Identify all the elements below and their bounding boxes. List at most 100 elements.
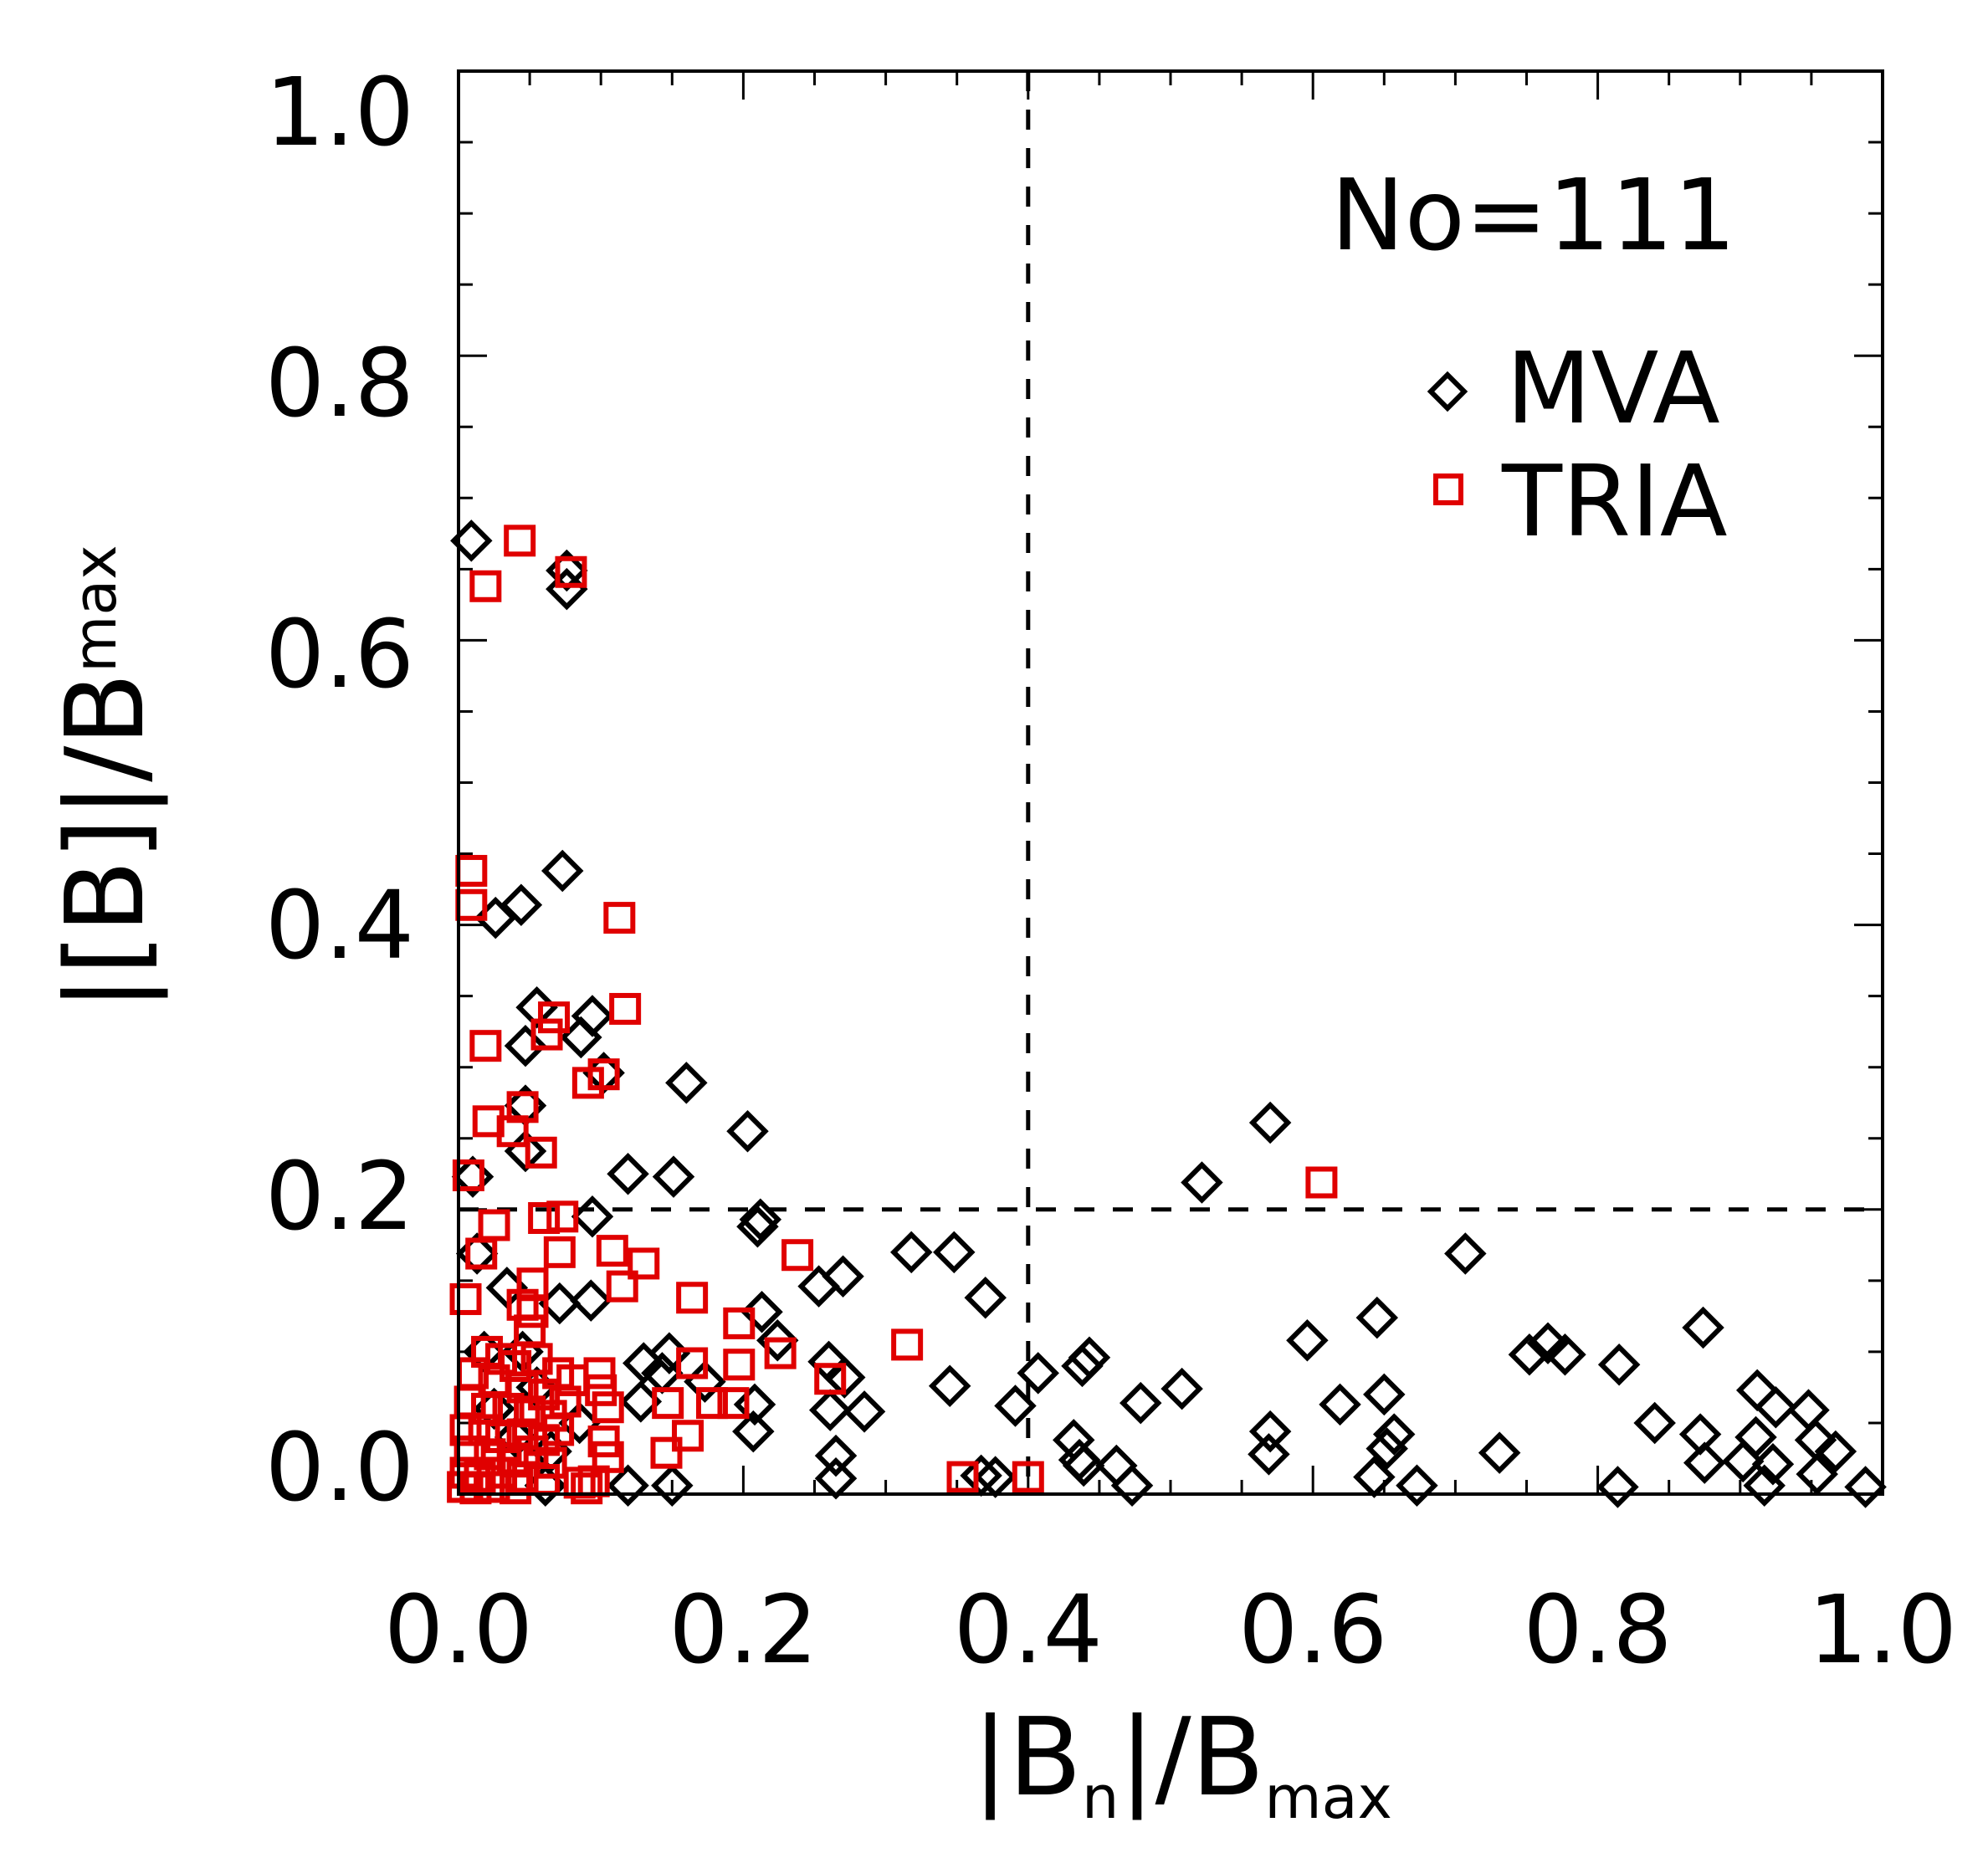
mva-point bbox=[1017, 1352, 1059, 1395]
mva-point bbox=[1814, 1430, 1857, 1473]
mva-point bbox=[1062, 1444, 1105, 1487]
mva-point bbox=[726, 1109, 769, 1153]
mva-point bbox=[733, 1383, 776, 1426]
mva-point bbox=[1181, 1161, 1223, 1204]
tria-point bbox=[500, 1472, 532, 1505]
mva-point bbox=[651, 1464, 694, 1507]
mva-point bbox=[1372, 1413, 1416, 1456]
mva-point bbox=[1248, 1101, 1292, 1144]
legend-entry-mva: MVA bbox=[1427, 330, 1720, 446]
mva-point bbox=[1396, 1464, 1438, 1507]
legend: MVA TRIA bbox=[1427, 330, 1728, 559]
mva-point bbox=[1526, 1322, 1570, 1364]
tria-point bbox=[652, 1387, 684, 1420]
mva-point bbox=[814, 1434, 858, 1477]
tria-point bbox=[781, 1239, 814, 1272]
y-tick-label: 0.4 bbox=[265, 872, 414, 980]
tria-point bbox=[606, 1270, 638, 1303]
y-tick-labels: 0.0 0.2 0.4 0.6 0.8 1.0 bbox=[265, 59, 414, 1523]
tria-point bbox=[1305, 1166, 1338, 1199]
x-tick-label: 0.2 bbox=[669, 1576, 817, 1685]
x-tick-label: 1.0 bbox=[1808, 1576, 1957, 1685]
mva-point bbox=[933, 1231, 976, 1274]
tria-point bbox=[592, 1391, 624, 1424]
tria-point bbox=[530, 1018, 563, 1051]
mva-point bbox=[571, 1195, 614, 1238]
mva-point bbox=[1683, 1441, 1726, 1484]
mva-point bbox=[451, 1155, 494, 1198]
mva-point bbox=[740, 1291, 783, 1333]
tria-point bbox=[469, 570, 502, 602]
y-axis-title: |[B]|/Bmax bbox=[44, 545, 168, 1011]
tria-point bbox=[472, 1105, 505, 1138]
legend-diamond-marker bbox=[1427, 371, 1468, 412]
y-tick-label: 1.0 bbox=[265, 59, 414, 167]
tria-point bbox=[603, 902, 636, 934]
mva-point bbox=[500, 883, 543, 927]
mva-point bbox=[994, 1385, 1037, 1427]
y-tick-label: 0.8 bbox=[265, 330, 414, 438]
x-tick-label: 0.4 bbox=[954, 1576, 1103, 1685]
tria-point bbox=[1012, 1461, 1044, 1493]
mva-point bbox=[541, 849, 584, 893]
y-tick-label: 0.0 bbox=[265, 1414, 414, 1523]
tria-point bbox=[676, 1282, 709, 1314]
count-annotation: No=111 bbox=[1330, 157, 1736, 273]
tria-point bbox=[563, 1466, 596, 1499]
mva-point bbox=[1721, 1440, 1765, 1483]
mva-point bbox=[1544, 1333, 1586, 1376]
mva-point bbox=[504, 1024, 547, 1067]
tria-point bbox=[506, 1091, 539, 1124]
mva-point bbox=[1061, 1344, 1104, 1388]
tria-point bbox=[672, 1420, 705, 1452]
tria-point bbox=[891, 1328, 924, 1361]
tria-point bbox=[452, 1159, 484, 1191]
tria-point bbox=[478, 1471, 510, 1503]
tria-point bbox=[695, 1387, 728, 1420]
tria-point bbox=[676, 1347, 709, 1379]
tria-point bbox=[542, 1414, 575, 1446]
mva-point bbox=[1319, 1383, 1361, 1426]
tria-point bbox=[596, 1235, 628, 1267]
mva-point bbox=[1743, 1464, 1786, 1507]
mva-point bbox=[814, 1457, 858, 1500]
mva-point bbox=[1444, 1232, 1487, 1275]
mva-point bbox=[1597, 1343, 1641, 1386]
mva-point bbox=[607, 1464, 649, 1507]
tria-point bbox=[543, 1236, 576, 1268]
mva-point bbox=[1120, 1381, 1162, 1425]
mva-point bbox=[1508, 1333, 1551, 1376]
tria-point bbox=[449, 1414, 482, 1446]
tria-point bbox=[609, 992, 642, 1025]
mva-point bbox=[822, 1255, 864, 1298]
mva-point bbox=[822, 1356, 866, 1399]
plot-frame bbox=[457, 69, 1884, 1496]
mva-point bbox=[546, 549, 588, 592]
tria-point bbox=[587, 1058, 620, 1091]
legend-entry-tria: TRIA bbox=[1433, 443, 1728, 559]
tria-point bbox=[723, 1307, 756, 1339]
tria-point bbox=[546, 1200, 579, 1233]
data-markers bbox=[447, 520, 1887, 1508]
tria-point bbox=[717, 1387, 750, 1420]
mva-point bbox=[1751, 1443, 1795, 1486]
tria-point bbox=[459, 1472, 492, 1505]
mva-point bbox=[1161, 1367, 1203, 1410]
mva-point bbox=[570, 1279, 612, 1322]
mva-point bbox=[1365, 1427, 1408, 1470]
tria-point bbox=[528, 1202, 561, 1235]
mva-point bbox=[1248, 1410, 1292, 1453]
mva-point bbox=[1682, 1306, 1724, 1349]
tria-point bbox=[764, 1337, 797, 1369]
mva-point bbox=[1755, 1385, 1797, 1429]
mva-point bbox=[797, 1265, 840, 1308]
y-tick-label: 0.2 bbox=[265, 1143, 414, 1251]
tria-point bbox=[506, 1418, 539, 1451]
mva-point bbox=[665, 1062, 708, 1104]
mva-point bbox=[1478, 1431, 1521, 1474]
x-tick-label: 0.6 bbox=[1238, 1576, 1387, 1685]
mva-point bbox=[1286, 1319, 1329, 1362]
x-tick-label: 0.8 bbox=[1524, 1576, 1673, 1685]
